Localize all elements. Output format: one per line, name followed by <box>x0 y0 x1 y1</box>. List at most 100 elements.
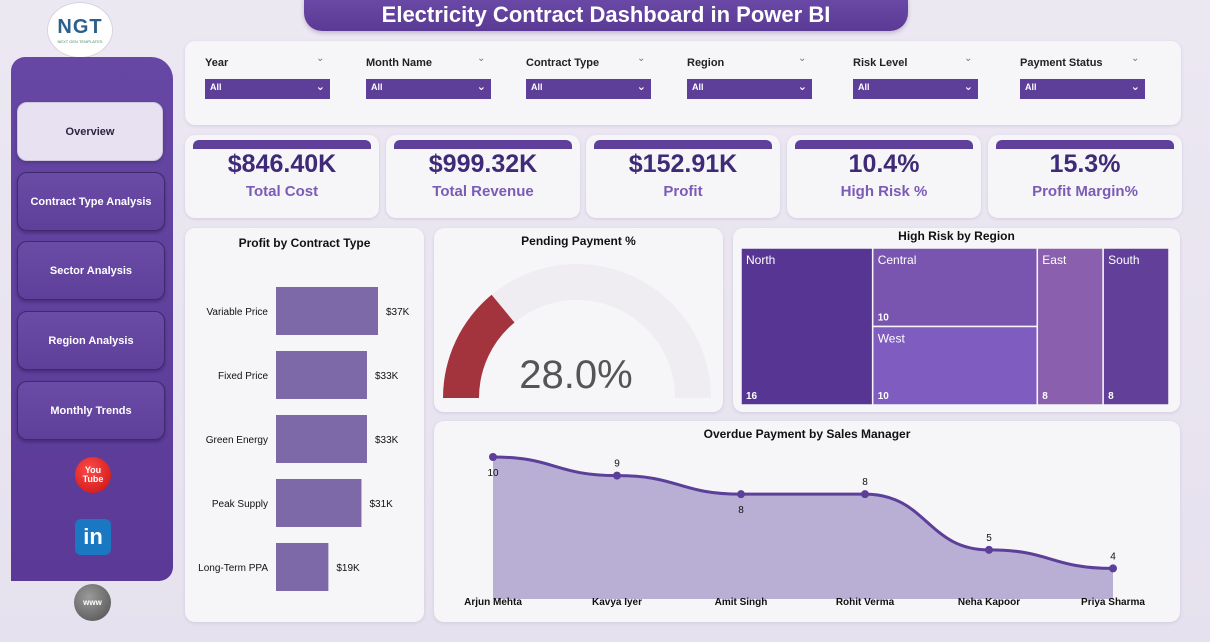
linkedin-icon[interactable]: in <box>75 519 111 555</box>
logo-subtext: NEXT GEN TEMPLATES <box>57 38 103 44</box>
bar-category-label: Green Energy <box>206 435 268 446</box>
kpi-card-high-risk: 10.4% High Risk % <box>787 135 981 218</box>
chart-title: Overdue Payment by Sales Manager <box>703 427 911 441</box>
youtube-icon[interactable]: You Tube <box>75 457 111 493</box>
filter-value: All <box>210 82 222 92</box>
area-data-point <box>737 490 745 499</box>
area-line <box>492 455 1114 570</box>
treemap-cell-name: South <box>1108 253 1139 267</box>
filter-label: Year <box>205 57 229 69</box>
area-category-label: Kavya Iyer <box>592 597 642 608</box>
dashboard-title-text: Electricity Contract Dashboard in Power … <box>381 1 831 27</box>
treemap-cell-value: 16 <box>746 391 758 402</box>
chevron-down-icon[interactable]: ⌄ <box>964 53 973 64</box>
year-select[interactable]: All ⌄ <box>205 79 330 99</box>
treemap-cell-name: North <box>746 253 775 267</box>
area-data-label: 8 <box>738 505 744 516</box>
treemap-cell-value: 8 <box>1108 391 1114 402</box>
area-data-label: 9 <box>614 459 620 470</box>
filter-value: All <box>531 82 543 92</box>
kpi-value: $999.32K <box>428 150 538 178</box>
month-name-select[interactable]: All ⌄ <box>366 79 491 99</box>
nav-label: Overview <box>65 125 115 138</box>
treemap-cell-value: 10 <box>878 391 890 402</box>
payment-status-select[interactable]: All ⌄ <box>1020 79 1145 99</box>
area-data-label: 8 <box>862 477 868 488</box>
area-category-label: Neha Kapoor <box>958 597 1020 608</box>
nav-label: Region Analysis <box>48 334 134 347</box>
area-data-point <box>861 490 869 499</box>
nav-label: Monthly Trends <box>50 404 132 417</box>
website-globe-icon[interactable]: www <box>74 584 111 621</box>
kpi-card-header <box>394 140 572 149</box>
company-logo: NGT NEXT GEN TEMPLATES <box>47 2 113 58</box>
contract-type-select[interactable]: All ⌄ <box>526 79 651 99</box>
filter-label: Contract Type <box>526 57 600 69</box>
linkedin-icon-text: in <box>83 524 103 549</box>
dashboard-title: Electricity Contract Dashboard in Power … <box>304 0 908 31</box>
nav-region-analysis-button[interactable]: Region Analysis <box>17 311 165 370</box>
region-select[interactable]: All ⌄ <box>687 79 812 99</box>
nav-label: Contract Type Analysis <box>30 195 152 208</box>
kpi-card-profit: $152.91K Profit <box>586 135 780 218</box>
bar-chart-svg: Variable Price $37K Fixed Price $33K Green E… <box>198 287 410 591</box>
filter-label: Region <box>687 57 725 69</box>
area-data-point <box>489 453 497 461</box>
bar-category-label: Peak Supply <box>212 499 268 510</box>
nav-monthly-trends-button[interactable]: Monthly Trends <box>17 381 165 440</box>
area-category-label: Rohit Verma <box>836 597 895 608</box>
area-category-label: Amit Singh <box>715 597 768 608</box>
chevron-down-icon[interactable]: ⌄ <box>637 53 646 64</box>
bar-value-label: $33K <box>375 435 399 446</box>
chevron-down-icon: ⌄ <box>636 81 646 93</box>
gauge-svg: 28.0% <box>443 264 711 398</box>
treemap-cell <box>1036 247 1104 406</box>
kpi-value: 15.3% <box>1049 150 1121 178</box>
pending-payment-gauge: Pending Payment % 28.0% <box>434 228 723 412</box>
chevron-down-icon[interactable]: ⌄ <box>316 53 325 64</box>
kpi-label: Profit Margin% <box>1032 183 1138 200</box>
risk-level-select[interactable]: All ⌄ <box>853 79 978 99</box>
filter-label: Risk Level <box>853 57 908 69</box>
chevron-down-icon: ⌄ <box>476 81 486 93</box>
chevron-down-icon[interactable]: ⌄ <box>798 53 807 64</box>
area-fill <box>493 457 1113 599</box>
filter-panel: Year ⌄ All ⌄ Month Name ⌄ All ⌄ Contract T… <box>185 41 1181 125</box>
bar-value-label: $19K <box>336 563 360 574</box>
kpi-card-header <box>193 140 371 149</box>
kpi-label: Total Cost <box>245 183 319 200</box>
area-data-point <box>1109 564 1117 573</box>
treemap-cell-name: East <box>1042 253 1067 267</box>
area-data-point <box>985 545 993 554</box>
gauge-track <box>443 264 711 398</box>
treemap-cell <box>871 325 1039 406</box>
treemap-svg: North 16 Central 10 West 10 East 8 South 8 <box>740 247 1170 406</box>
nav-overview-button[interactable]: Overview <box>17 102 163 161</box>
bar <box>276 543 329 591</box>
kpi-card-total-cost: $846.40K Total Cost <box>185 135 379 218</box>
kpi-label: High Risk % <box>840 183 928 200</box>
nav-sector-analysis-button[interactable]: Sector Analysis <box>17 241 165 300</box>
kpi-label: Profit <box>663 183 703 200</box>
bar-category-label: Long-Term PPA <box>198 563 268 574</box>
kpi-card-header <box>795 140 973 149</box>
filter-value: All <box>1025 82 1037 92</box>
bar-value-label: $31K <box>369 499 393 510</box>
chevron-down-icon[interactable]: ⌄ <box>1131 53 1140 64</box>
treemap-cell-name: Central <box>878 253 917 267</box>
kpi-value: 10.4% <box>848 150 920 178</box>
nav-contract-type-analysis-button[interactable]: Contract Type Analysis <box>17 172 165 231</box>
area-category-label: Priya Sharma <box>1081 597 1145 608</box>
filter-value: All <box>371 82 383 92</box>
overdue-payment-by-sales-manager-chart: Overdue Payment by Sales Manager 10 Arjun… <box>434 421 1180 622</box>
chevron-down-icon[interactable]: ⌄ <box>477 53 486 64</box>
kpi-card-header <box>594 140 772 149</box>
kpi-card-header <box>996 140 1174 149</box>
area-data-point <box>613 471 621 480</box>
treemap-cell-name: West <box>878 332 906 346</box>
logo-text: NGT <box>57 15 103 38</box>
area-data-label: 4 <box>1110 551 1116 562</box>
chart-title: Pending Payment % <box>521 234 636 248</box>
filter-label: Month Name <box>366 57 432 69</box>
bar <box>276 479 362 527</box>
